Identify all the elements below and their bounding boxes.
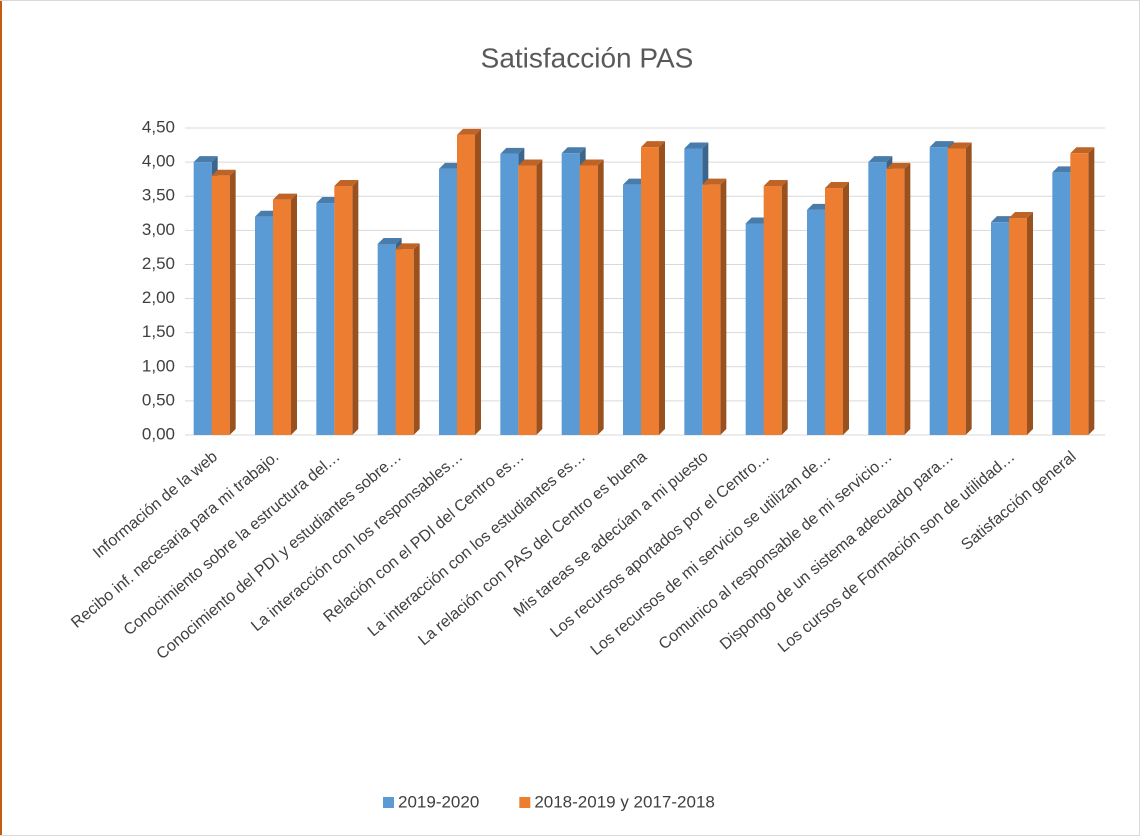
legend-label: 2019-2020 xyxy=(398,792,479,811)
bar-side xyxy=(536,159,543,435)
bar xyxy=(991,222,1009,435)
y-tick-label: 2,00 xyxy=(142,288,175,307)
bar xyxy=(825,188,843,435)
bar-top xyxy=(334,179,359,186)
bar-side xyxy=(352,179,359,435)
bar xyxy=(763,185,782,435)
legend-swatch xyxy=(519,797,531,808)
y-tick-label: 2,50 xyxy=(142,254,175,273)
bar xyxy=(886,168,905,435)
bar-side xyxy=(1088,147,1095,435)
bar-side xyxy=(413,243,420,435)
bar-top xyxy=(763,179,788,186)
y-tick-label: 0,00 xyxy=(142,424,175,443)
bar-top xyxy=(579,159,604,166)
bar xyxy=(316,203,335,435)
bar-top xyxy=(193,156,218,163)
bar xyxy=(255,216,273,435)
bar xyxy=(500,153,519,435)
bar xyxy=(1052,172,1071,435)
bar xyxy=(439,168,457,435)
y-tick-label: 3,50 xyxy=(142,186,175,205)
bar-top xyxy=(868,156,893,163)
bar xyxy=(561,153,580,435)
bar-top xyxy=(457,128,481,135)
bar-top xyxy=(641,141,665,148)
bar-side xyxy=(475,128,481,436)
bar xyxy=(929,147,948,435)
bar xyxy=(807,209,825,435)
bar xyxy=(684,148,703,435)
bar-top xyxy=(395,243,420,250)
bar xyxy=(457,134,475,436)
bar xyxy=(211,175,230,435)
bar-side xyxy=(720,178,727,435)
bar xyxy=(623,184,641,435)
legend-swatch xyxy=(383,797,394,808)
bar-side xyxy=(659,141,665,435)
bar-side xyxy=(843,182,849,435)
bar-top xyxy=(1070,147,1095,154)
bar-top xyxy=(1009,212,1033,219)
bar-top xyxy=(211,169,236,176)
bar xyxy=(1070,153,1089,435)
y-tick-label: 0,50 xyxy=(142,390,175,409)
bar-top xyxy=(947,142,972,149)
bar-top xyxy=(377,237,402,244)
bar xyxy=(193,162,212,435)
bar-top xyxy=(684,142,709,149)
bar xyxy=(947,148,966,435)
bar xyxy=(745,223,764,435)
bar-top xyxy=(929,141,954,148)
bar-top xyxy=(518,159,543,166)
bar-top xyxy=(886,162,911,169)
bar xyxy=(273,199,291,435)
bar xyxy=(579,165,598,435)
bar-side xyxy=(781,179,788,435)
chart-title: Satisfacción PAS xyxy=(481,42,694,73)
bar-side xyxy=(597,159,604,435)
bar xyxy=(641,147,659,435)
bar xyxy=(868,162,887,435)
bar xyxy=(395,249,414,435)
bar-top xyxy=(702,178,727,185)
bar-top xyxy=(561,147,586,154)
bar xyxy=(518,165,537,435)
bar-top xyxy=(273,193,297,200)
y-tick-label: 4,00 xyxy=(142,152,175,171)
bar-top xyxy=(500,147,525,154)
bar-side xyxy=(1027,212,1033,435)
bar-side xyxy=(291,193,297,435)
bar xyxy=(334,185,353,435)
y-tick-label: 1,50 xyxy=(142,322,175,341)
bar xyxy=(702,184,721,435)
bar xyxy=(377,243,396,435)
y-tick-label: 1,00 xyxy=(142,356,175,375)
bar-side xyxy=(904,162,911,435)
bar-side xyxy=(229,169,236,435)
legend-label: 2018-2019 y 2017-2018 xyxy=(534,792,715,811)
y-tick-label: 3,00 xyxy=(142,220,175,239)
bar-top xyxy=(825,182,849,189)
bar xyxy=(1009,218,1027,435)
y-tick-label: 4,50 xyxy=(142,117,175,136)
bar-side xyxy=(965,142,972,435)
